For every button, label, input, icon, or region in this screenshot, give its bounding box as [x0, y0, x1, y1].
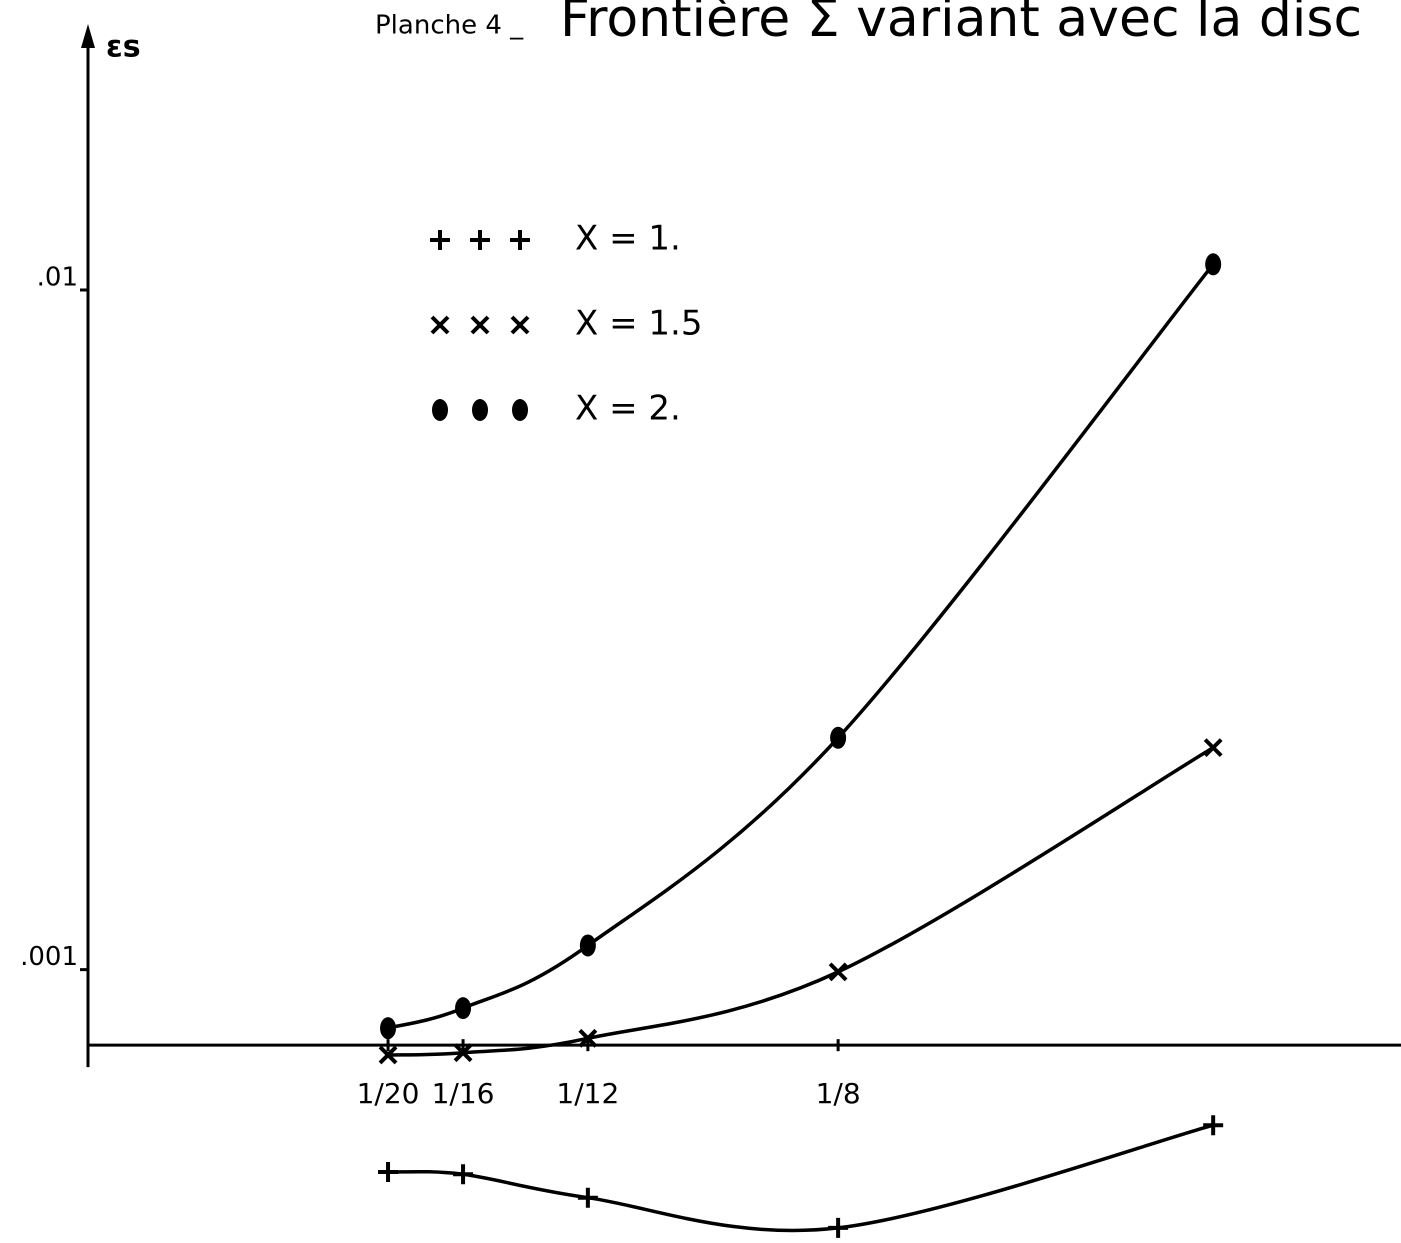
legend-label: X = 1. — [575, 219, 681, 259]
data-point — [577, 1187, 598, 1208]
data-point — [453, 1043, 473, 1063]
legend-marker — [432, 399, 448, 421]
data-point — [378, 1045, 398, 1065]
legend-marker — [510, 230, 530, 250]
y-tick-label: .001 — [20, 942, 78, 972]
legend-marker — [430, 230, 450, 250]
data-point — [828, 1217, 849, 1238]
legend-marker — [470, 230, 490, 250]
data-point — [578, 1028, 598, 1048]
legend-marker — [512, 399, 528, 421]
x-tick-label: 1/20 — [357, 1077, 420, 1110]
legend-marker — [510, 315, 530, 335]
data-point — [453, 1164, 474, 1185]
data-point — [1203, 738, 1223, 758]
data-point — [1203, 1115, 1224, 1136]
data-point — [830, 726, 847, 749]
legend-label: X = 1.5 — [575, 304, 702, 344]
legend-label: X = 2. — [575, 389, 681, 429]
legend-marker — [430, 315, 450, 335]
y-axis-label: εs — [106, 30, 141, 65]
y-tick-label: .01 — [37, 262, 78, 292]
legend-marker — [470, 315, 490, 335]
legend-marker — [472, 399, 488, 421]
data-point — [828, 962, 848, 982]
x-tick-label: 1/8 — [816, 1077, 861, 1110]
y-axis-arrow — [81, 24, 95, 48]
data-point — [579, 934, 596, 957]
x-tick-label: 1/16 — [432, 1077, 495, 1110]
data-point — [1205, 253, 1222, 276]
chart-title: Frontière Σ variant avec la disc — [560, 0, 1362, 49]
x-tick-label: 1/12 — [556, 1077, 619, 1110]
data-point — [378, 1162, 399, 1183]
data-point — [455, 997, 472, 1020]
data-point — [380, 1017, 397, 1040]
plate-label: Planche 4 _ — [375, 11, 524, 41]
